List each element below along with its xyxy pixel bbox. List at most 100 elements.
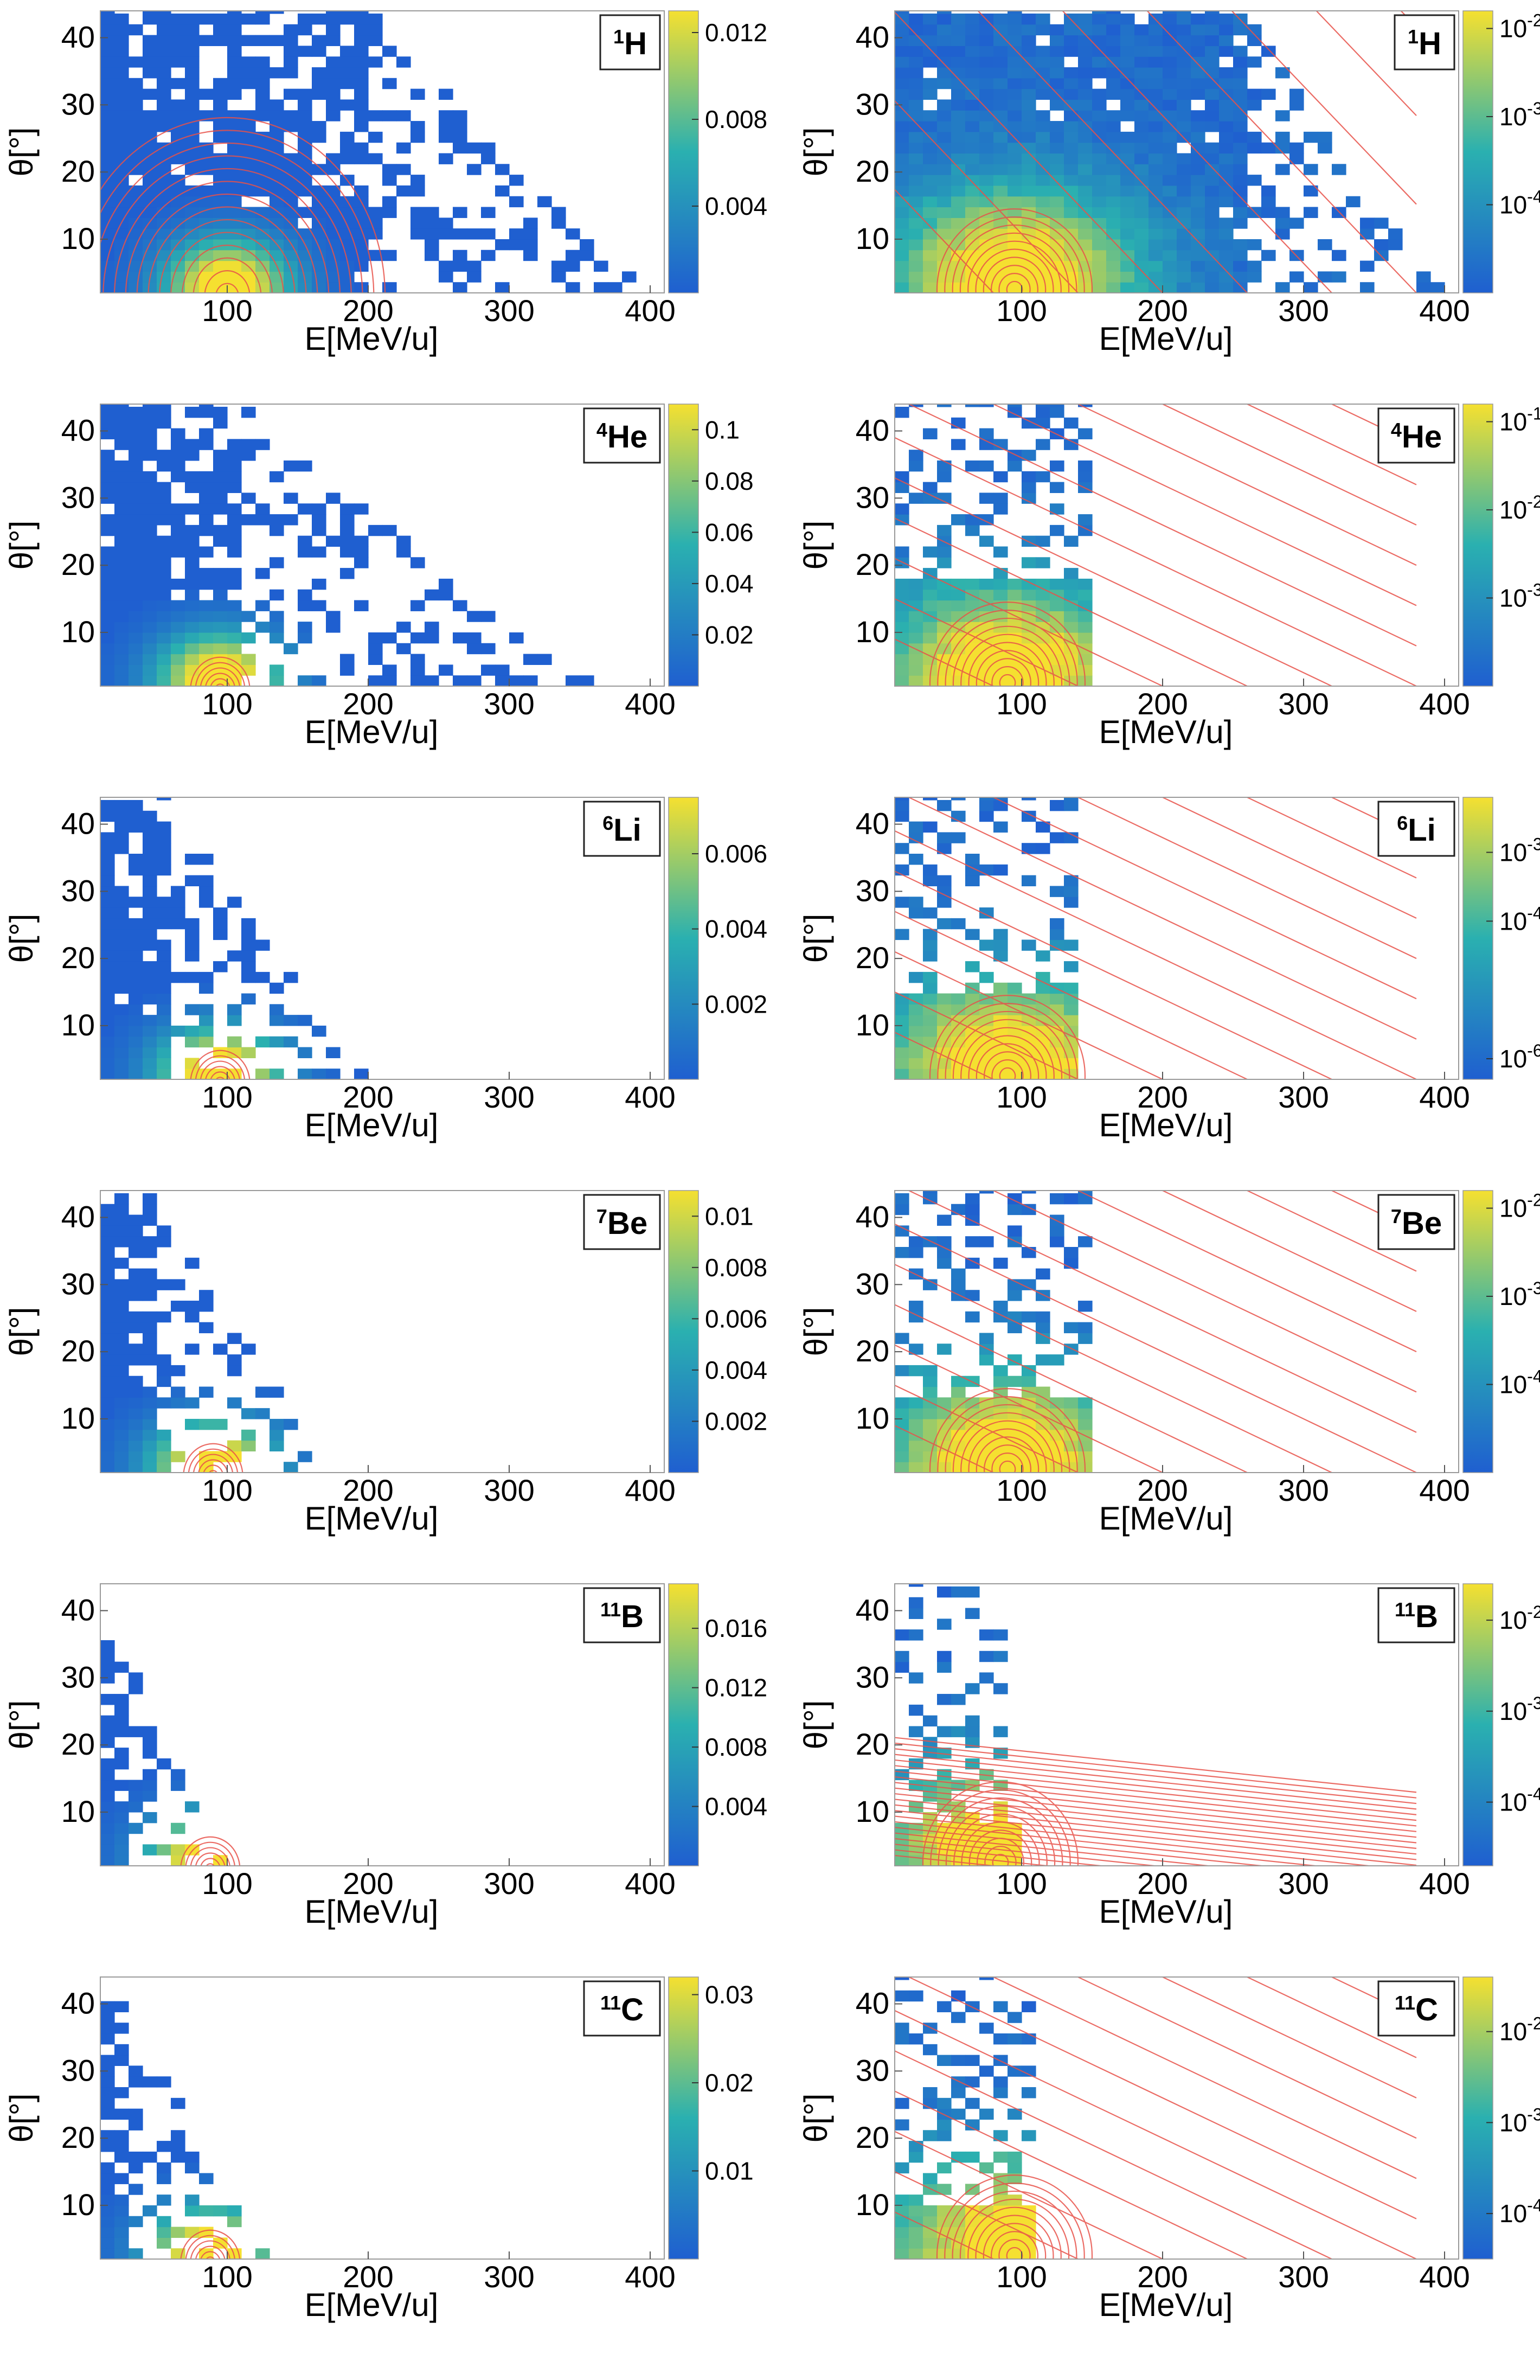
heat-cell <box>1106 46 1121 57</box>
heat-cell <box>227 1036 242 1048</box>
heat-cell <box>453 142 467 154</box>
isotope-symbol: Be <box>607 1206 647 1241</box>
heat-cell <box>909 110 923 121</box>
contour-lines <box>180 1836 241 1866</box>
heat-cell <box>979 228 994 240</box>
heat-cell <box>213 482 228 494</box>
heat-cell <box>937 611 952 622</box>
colorbar: 10-210-310-4 <box>1462 10 1540 293</box>
heat-cell <box>979 1058 994 1069</box>
heat-cell <box>368 632 383 644</box>
heat-cell <box>213 929 228 941</box>
heat-cell <box>100 1661 115 1673</box>
heat-cell <box>1219 249 1234 261</box>
colorbar-tick-label: 10-2 <box>1499 1191 1540 1223</box>
y-axis-title: θ[°] <box>3 914 40 963</box>
heat-cell <box>326 207 341 218</box>
heat-cell <box>312 239 326 251</box>
heat-cell <box>340 228 355 240</box>
heat-cell <box>993 239 1008 251</box>
heat-cell <box>1008 164 1022 175</box>
heat-cell <box>114 1812 129 1824</box>
heat-cell <box>129 1214 143 1226</box>
heat-cell <box>100 1418 115 1430</box>
heat-cell <box>1022 417 1036 429</box>
heat-cell <box>143 1204 157 1215</box>
heat-cell <box>199 88 214 100</box>
heat-cell <box>354 503 369 515</box>
heat-cell <box>965 1758 980 1770</box>
heat-cell <box>143 918 157 930</box>
heat-cell <box>100 1694 115 1705</box>
x-tick-label: 100 <box>996 1473 1047 1507</box>
heat-cell <box>993 950 1008 962</box>
heat-cell <box>100 2130 115 2141</box>
heat-cell <box>114 2227 129 2238</box>
y-tick-label: 10 <box>856 1794 889 1828</box>
heat-cell <box>1008 2033 1022 2045</box>
heat-cell <box>114 1279 129 1290</box>
x-axis-title: E[MeV/u] <box>305 1893 439 1930</box>
heat-cell <box>895 843 909 854</box>
heat-cell <box>923 1748 938 1759</box>
heat-cell <box>1092 67 1107 79</box>
heat-cell <box>227 228 242 240</box>
heat-cell <box>171 897 185 908</box>
heat-cell <box>965 460 980 472</box>
heat-cell <box>1177 175 1191 186</box>
heat-cell <box>523 239 538 251</box>
heat-cell <box>114 1801 129 1813</box>
heat-cell <box>923 175 938 186</box>
heat-cell <box>923 2216 938 2228</box>
heat-cell <box>979 404 994 407</box>
heat-cell <box>143 439 157 450</box>
heat-cell <box>1008 1204 1022 1215</box>
heat-cell <box>1022 67 1036 79</box>
heat-cell <box>100 2248 115 2259</box>
contour-diagonal <box>895 1827 1267 1866</box>
contour-ring <box>945 1404 1070 1473</box>
heat-cell <box>965 929 980 941</box>
contour-ring <box>159 219 296 293</box>
heat-cell <box>1008 982 1022 994</box>
heat-cell <box>100 460 115 472</box>
heat-cell <box>1008 404 1022 407</box>
heat-cell <box>1022 121 1036 132</box>
heat-cell <box>227 142 242 154</box>
heat-cell <box>993 589 1008 601</box>
heat-cell <box>100 1440 115 1451</box>
heat-cell <box>1008 2012 1022 2023</box>
plot-area <box>100 11 664 293</box>
heat-cell <box>143 1429 157 1441</box>
heat-cell <box>1050 35 1064 46</box>
heat-cell <box>143 514 157 526</box>
heat-cell <box>1022 56 1036 68</box>
heat-cell <box>185 2162 200 2174</box>
heat-cell <box>227 1047 242 1058</box>
heat-cell <box>129 971 143 983</box>
heat-cell <box>1134 153 1149 164</box>
contour-diagonal <box>895 1737 1417 1793</box>
heat-cell <box>185 2205 200 2217</box>
heat-cell <box>895 1844 909 1856</box>
heat-cell <box>1064 982 1079 994</box>
heat-cell <box>129 961 143 973</box>
y-tick-label: 10 <box>61 221 95 255</box>
heat-cell <box>1191 217 1205 229</box>
isotope-symbol: Li <box>1408 812 1436 848</box>
heat-cell <box>213 460 228 472</box>
x-tick-label: 400 <box>625 1866 675 1901</box>
heat-cell <box>100 643 115 655</box>
heat-cell <box>1092 153 1107 164</box>
heat-cell <box>1106 121 1121 132</box>
heat-cell <box>114 961 129 973</box>
heat-cell <box>909 228 923 240</box>
heat-cell <box>312 185 326 197</box>
heat-cell <box>143 1333 157 1344</box>
heat-cell <box>227 1015 242 1026</box>
heat-cell <box>185 1311 200 1323</box>
heat-cell <box>157 939 171 951</box>
heat-cell <box>1134 67 1149 79</box>
heat-cell <box>909 450 923 461</box>
contour-ring <box>185 1841 236 1866</box>
